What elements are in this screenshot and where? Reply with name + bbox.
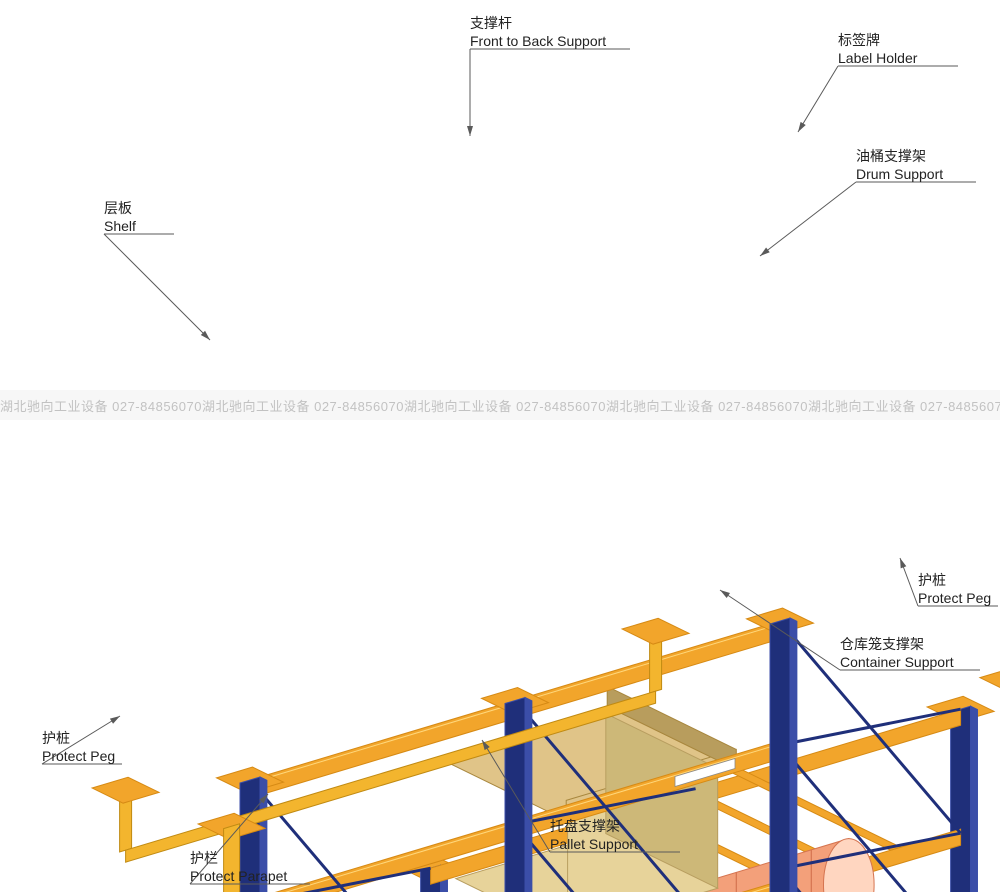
watermark-text: 湖北驰向工业设备 027-84856070	[606, 396, 808, 415]
label-en: Protect Peg	[42, 748, 115, 766]
label-en: Protect Peg	[918, 590, 991, 608]
watermark-text: 湖北驰向工业设备 027-84856070	[202, 396, 404, 415]
label-protect_parapet: 护栏Protect Parapet	[190, 850, 287, 885]
label-cn: 仓库笼支撑架	[840, 636, 954, 654]
label-cn: 层板	[104, 200, 136, 218]
diagram-stage: { "canvas":{"w":1000,"h":892,"bg":"#ffff…	[0, 0, 1000, 892]
label-cn: 护栏	[190, 850, 287, 868]
label-front_back_support: 支撑杆Front to Back Support	[470, 15, 606, 50]
label-label_holder: 标签牌Label Holder	[838, 32, 917, 67]
label-en: Drum Support	[856, 166, 943, 184]
label-protect_peg_left: 护桩Protect Peg	[42, 730, 115, 765]
label-drum_support: 油桶支撑架Drum Support	[856, 148, 943, 183]
watermark-text: 湖北驰向工业设备 027-84856070	[404, 396, 606, 415]
label-cn: 托盘支撑架	[550, 818, 638, 836]
label-en: Front to Back Support	[470, 33, 606, 51]
watermark-strip: 湖北驰向工业设备 027-84856070 湖北驰向工业设备 027-84856…	[0, 390, 1000, 420]
label-en: Label Holder	[838, 50, 917, 68]
label-en: Container Support	[840, 654, 954, 672]
label-shelf: 层板Shelf	[104, 200, 136, 235]
label-cn: 护桩	[918, 572, 991, 590]
watermark-text: 湖北驰向工业设备 027-84856070	[808, 396, 1000, 415]
label-container_support: 仓库笼支撑架Container Support	[840, 636, 954, 671]
label-cn: 油桶支撑架	[856, 148, 943, 166]
label-cn: 护桩	[42, 730, 115, 748]
label-cn: 支撑杆	[470, 15, 606, 33]
watermark-text: 湖北驰向工业设备 027-84856070	[0, 396, 202, 415]
label-cn: 标签牌	[838, 32, 917, 50]
label-en: Pallet Support	[550, 836, 638, 854]
label-protect_peg_right: 护桩Protect Peg	[918, 572, 991, 607]
label-en: Shelf	[104, 218, 136, 236]
label-en: Protect Parapet	[190, 868, 287, 886]
diagram-svg	[0, 0, 1000, 892]
label-pallet_support: 托盘支撑架Pallet Support	[550, 818, 638, 853]
